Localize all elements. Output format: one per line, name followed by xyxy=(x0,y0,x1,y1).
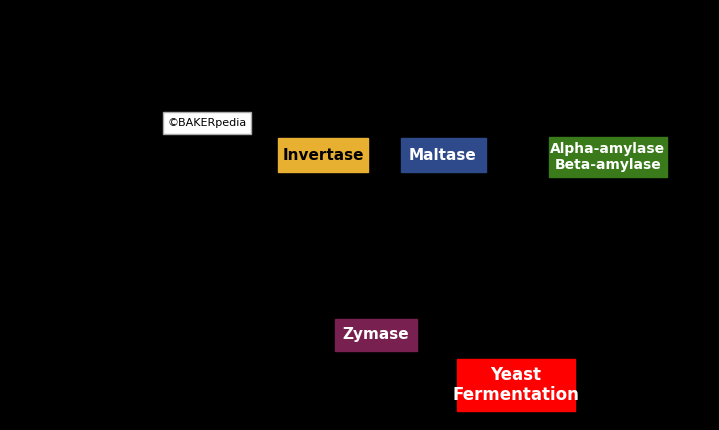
Text: Invertase: Invertase xyxy=(283,147,364,163)
FancyBboxPatch shape xyxy=(335,319,417,351)
FancyBboxPatch shape xyxy=(549,137,667,177)
Text: Maltase: Maltase xyxy=(409,147,477,163)
FancyBboxPatch shape xyxy=(457,359,575,411)
Text: ©BAKERpedia: ©BAKERpedia xyxy=(168,118,247,128)
FancyBboxPatch shape xyxy=(400,138,485,172)
FancyBboxPatch shape xyxy=(278,138,368,172)
Text: Alpha-amylase
Beta-amylase: Alpha-amylase Beta-amylase xyxy=(551,142,666,172)
FancyBboxPatch shape xyxy=(163,112,251,134)
Text: Yeast
Fermentation: Yeast Fermentation xyxy=(452,366,580,404)
Text: Zymase: Zymase xyxy=(343,328,409,343)
